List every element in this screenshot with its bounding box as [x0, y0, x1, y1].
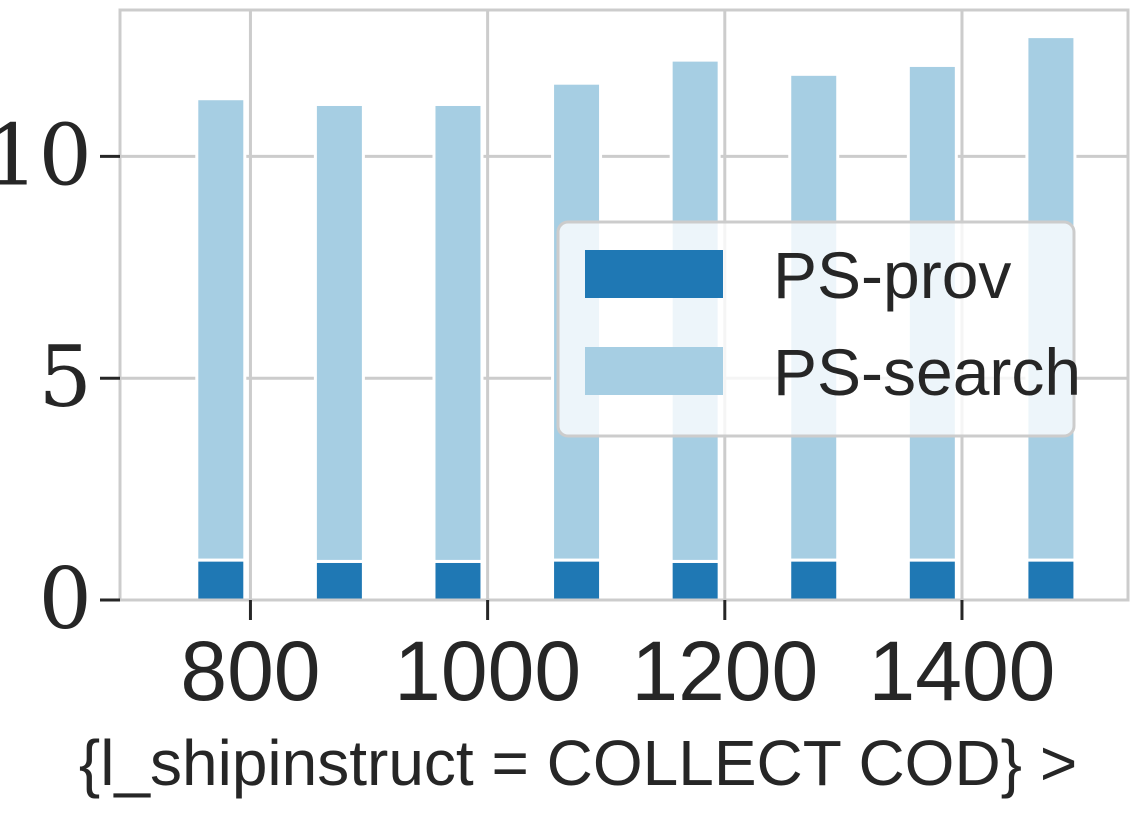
y-tick-label: 5 — [39, 328, 92, 426]
legend-swatch-ps-search — [585, 347, 723, 395]
bar-ps-prov — [788, 558, 840, 602]
x-tick-label: 1000 — [394, 624, 581, 718]
axes — [100, 8, 1130, 620]
bar-ps-prov — [906, 558, 958, 602]
bar-ps-prov — [313, 559, 365, 602]
bar-ps-search — [432, 102, 484, 563]
x-axis-label: {l_shipinstruct = COLLECT COD} > — [79, 727, 1077, 799]
tick-labels: 0 5 10 800 1000 1200 1400 — [0, 106, 1055, 718]
bar-ps-prov — [669, 559, 721, 602]
x-tick-label: 1200 — [631, 624, 818, 718]
plot-frame — [118, 8, 1130, 602]
legend-label-ps-prov: PS-prov — [773, 238, 1011, 312]
x-tick-label: 800 — [180, 624, 320, 718]
x-tick-label: 1400 — [869, 624, 1056, 718]
legend-swatch-ps-prov — [585, 250, 723, 298]
bar-ps-prov — [551, 558, 603, 602]
bar-ps-search — [313, 102, 365, 563]
legend: PS-prov PS-search — [556, 220, 1081, 438]
bar-ps-prov — [195, 558, 247, 602]
y-tick-label: 10 — [0, 106, 92, 204]
bar-ps-search — [195, 97, 247, 562]
y-tick-label: 0 — [39, 550, 92, 648]
bar-ps-prov — [1025, 558, 1077, 602]
bar-ps-prov — [432, 559, 484, 602]
legend-label-ps-search: PS-search — [773, 335, 1081, 409]
